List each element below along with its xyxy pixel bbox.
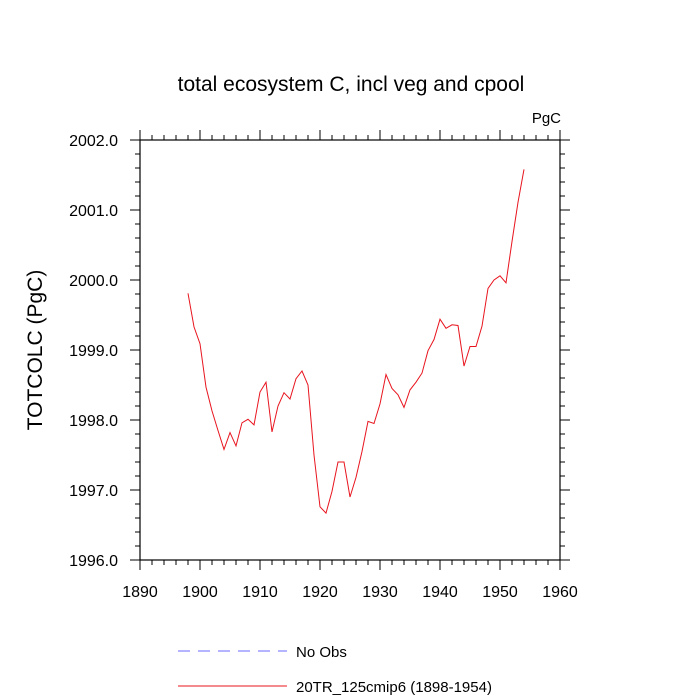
legend-label-no-obs: No Obs — [296, 644, 347, 661]
chart-title: total ecosystem C, incl veg and cpool — [178, 73, 525, 96]
x-tick-label: 1960 — [542, 584, 578, 601]
y-tick-label: 1996.0 — [69, 553, 118, 570]
axis-ticks — [130, 130, 570, 570]
y-tick-label: 1999.0 — [69, 343, 118, 360]
legend-label-20tr-125cmip6: 20TR_125cmip6 (1898-1954) — [296, 679, 492, 696]
y-tick-label: 1997.0 — [69, 483, 118, 500]
units-label: PgC — [532, 110, 561, 127]
y-tick-label: 2000.0 — [69, 273, 118, 290]
series-points — [187, 168, 526, 515]
y-tick-label: 1998.0 — [69, 413, 118, 430]
legend: No Obs 20TR_125cmip6 (1898-1954) — [178, 644, 492, 696]
x-tick-label: 1950 — [482, 584, 518, 601]
axis-tick-labels: 1890 1900 1910 1920 1930 1940 1950 1960 1996.0 19… — [69, 133, 578, 601]
series-line-20tr-125cmip6 — [187, 169, 525, 515]
y-axis-label: TOTCOLC (PgC) — [24, 270, 47, 431]
y-tick-label: 2002.0 — [69, 133, 118, 150]
x-tick-label: 1930 — [362, 584, 398, 601]
y-tick-label: 2001.0 — [69, 203, 118, 220]
x-tick-label: 1920 — [302, 584, 338, 601]
x-tick-label: 1910 — [242, 584, 278, 601]
x-tick-label: 1890 — [122, 584, 158, 601]
x-tick-label: 1940 — [422, 584, 458, 601]
x-tick-label: 1900 — [182, 584, 218, 601]
